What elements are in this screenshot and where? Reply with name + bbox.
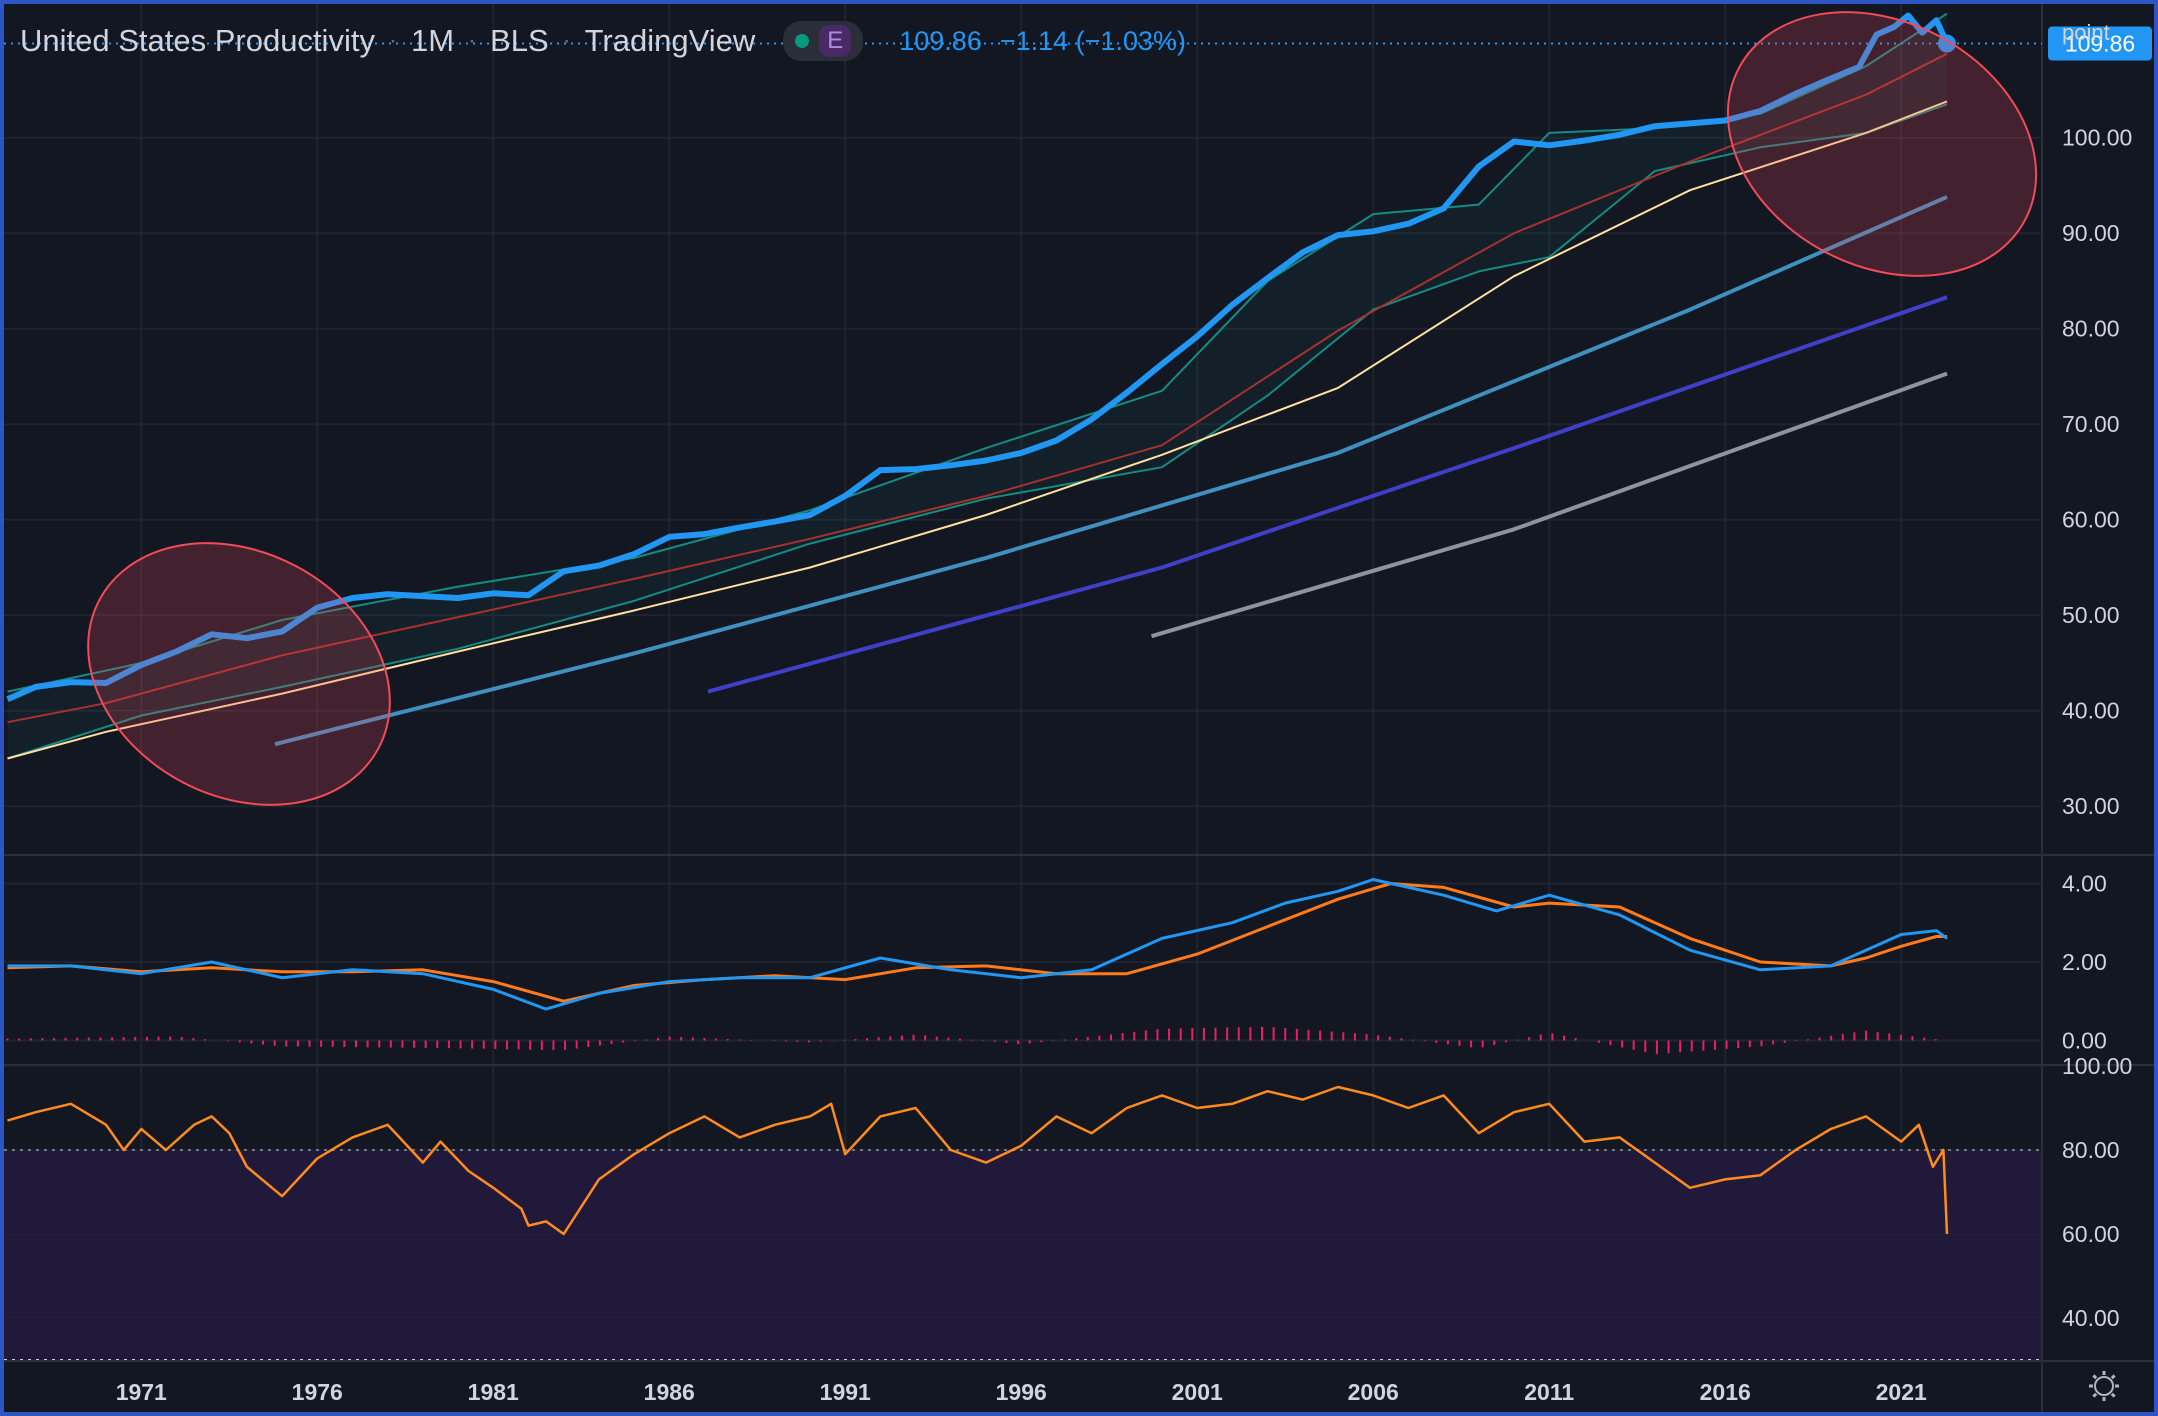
price-line: [6, 12, 1950, 703]
y-tick-label: 60.00: [2062, 1221, 2120, 1247]
economic-badge: E: [819, 25, 852, 57]
moving-average-red-line: [7, 52, 1948, 724]
axis-unit-label: point: [2062, 20, 2110, 45]
y-tick-label: 60.00: [2062, 507, 2120, 533]
highlight-ellipse[interactable]: [42, 492, 436, 856]
macd-line: [7, 878, 1948, 1011]
separator: ·: [562, 27, 571, 54]
y-tick-label: 70.00: [2062, 411, 2120, 437]
bollinger-fill: [7, 13, 1947, 759]
y-tick-label: 50.00: [2062, 602, 2120, 628]
legend-header: United States Productivity · 1M · BLS · …: [20, 18, 1186, 64]
x-tick-label: 2016: [1700, 1379, 1751, 1405]
symbol-title[interactable]: United States Productivity: [20, 23, 375, 58]
status-pill[interactable]: E: [783, 21, 864, 61]
separator: ·: [468, 27, 477, 54]
chart-canvas[interactable]: 109.86point100.0090.0080.0070.0060.0050.…: [4, 4, 2154, 1412]
y-tick-label: 100.00: [2062, 1053, 2132, 1079]
x-tick-label: 1986: [644, 1379, 695, 1405]
rsi-band: [4, 1150, 2042, 1360]
platform-label: TradingView: [584, 23, 756, 58]
interval-label[interactable]: 1M: [410, 23, 455, 58]
gear-icon[interactable]: [2089, 1371, 2119, 1401]
highlight-ellipse[interactable]: [1682, 4, 2083, 328]
y-tick-label: 90.00: [2062, 220, 2120, 246]
bollinger-lower-line: [7, 103, 1948, 760]
x-tick-label: 2011: [1524, 1379, 1574, 1405]
y-tick-label: 80.00: [2062, 316, 2120, 342]
trend-line-gray: [1150, 371, 1948, 639]
trend-line-indigo: [707, 295, 1948, 694]
x-tick-label: 2006: [1348, 1379, 1399, 1405]
y-tick-label: 40.00: [2062, 1305, 2120, 1331]
x-tick-label: 1971: [116, 1379, 167, 1405]
rsi-line: [7, 1085, 1949, 1236]
y-tick-label: 2.00: [2062, 949, 2107, 975]
y-tick-label: 100.00: [2062, 125, 2132, 151]
y-tick-label: 4.00: [2062, 870, 2107, 896]
source-label: BLS: [490, 23, 549, 58]
x-tick-label: 1996: [996, 1379, 1047, 1405]
market-status-icon: [795, 34, 810, 48]
x-tick-label: 1991: [820, 1379, 871, 1405]
last-price: 109.86: [899, 25, 982, 56]
last-price-badge-label: 109.86: [2065, 31, 2135, 57]
x-tick-label: 1976: [292, 1379, 343, 1405]
x-tick-label: 1981: [468, 1379, 519, 1405]
y-tick-label: 80.00: [2062, 1137, 2120, 1163]
y-tick-label: 30.00: [2062, 793, 2120, 819]
last-price-badge: [2048, 26, 2152, 61]
x-tick-label: 2001: [1172, 1379, 1223, 1405]
separator: ·: [388, 27, 397, 54]
y-tick-label: 0.00: [2062, 1027, 2107, 1053]
y-tick-label: 40.00: [2062, 698, 2120, 724]
moving-average-yellow-line: [7, 100, 1948, 760]
trend-line-teal: [274, 195, 1948, 747]
x-tick-label: 2021: [1876, 1379, 1927, 1405]
price-change: −1.14 (−1.03%): [999, 25, 1186, 56]
